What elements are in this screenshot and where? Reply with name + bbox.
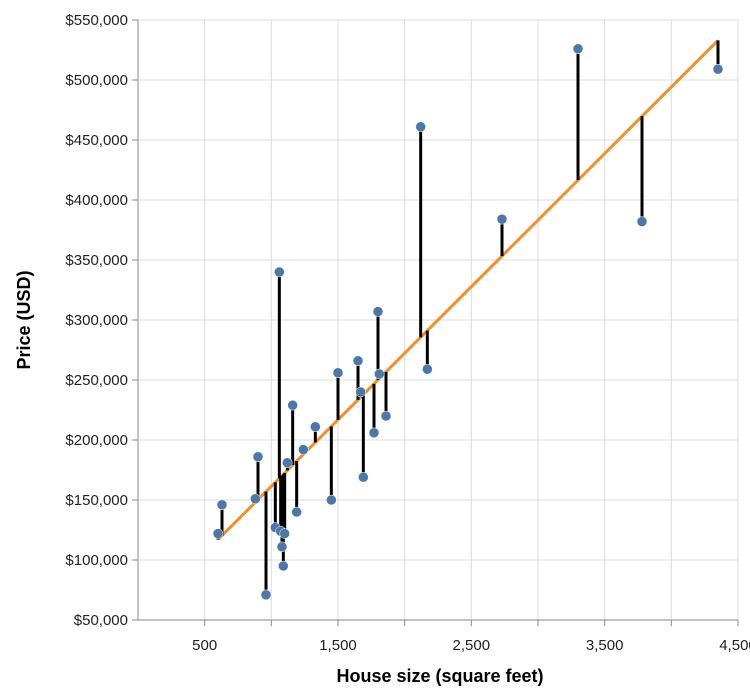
data-point <box>374 368 385 380</box>
grid-lines <box>138 19 739 621</box>
y-tick-label: $550,000 <box>65 12 128 29</box>
y-tick-label: $350,000 <box>65 252 128 269</box>
y-axis-title: Price (USD) <box>14 270 34 369</box>
data-point <box>712 63 724 75</box>
data-point <box>250 493 261 505</box>
data-point <box>260 589 272 601</box>
data-point <box>287 399 298 411</box>
data-point <box>636 216 648 227</box>
data-point <box>358 471 369 483</box>
regression-line <box>216 39 720 541</box>
x-axis-title: House size (square feet) <box>336 666 543 686</box>
data-point <box>310 421 321 433</box>
data-point <box>282 457 293 469</box>
x-tick-label: 2,500 <box>453 637 491 654</box>
y-tick-label: $200,000 <box>65 432 128 449</box>
x-tick-label: 4,500 <box>719 637 750 654</box>
x-tick-label: 3,500 <box>586 637 624 654</box>
x-tick-label: 1,500 <box>319 637 357 654</box>
y-tick-label: $500,000 <box>65 72 128 89</box>
y-tick-label: $450,000 <box>65 132 128 149</box>
regression-line-layer <box>216 39 720 541</box>
data-point <box>572 43 584 55</box>
data-point <box>422 363 433 375</box>
data-points <box>212 43 724 601</box>
data-point <box>380 410 392 422</box>
data-point <box>276 541 288 553</box>
data-point <box>368 427 380 439</box>
y-tick-label: $100,000 <box>65 552 128 569</box>
y-tick-label: $400,000 <box>65 192 128 209</box>
y-tick-label: $300,000 <box>65 312 128 329</box>
data-point <box>332 367 344 379</box>
data-point <box>278 560 289 572</box>
data-point <box>326 494 337 506</box>
data-point <box>415 121 426 133</box>
data-point <box>216 499 228 511</box>
data-point <box>274 266 285 278</box>
y-tick-label: $250,000 <box>65 372 128 389</box>
data-point <box>352 355 364 367</box>
data-point <box>496 213 508 225</box>
data-point <box>212 528 224 539</box>
y-tick-label: $50,000 <box>74 612 128 629</box>
data-point <box>298 444 309 455</box>
data-point <box>291 506 302 518</box>
data-point <box>372 306 384 317</box>
x-tick-label: 500 <box>192 637 217 654</box>
data-point <box>355 386 366 398</box>
y-tick-label: $150,000 <box>65 492 128 509</box>
data-point <box>252 451 264 463</box>
axes: $50,000 $100,000 $150,000 $200,000 $250,000 $… <box>65 12 750 654</box>
data-point <box>279 528 290 539</box>
